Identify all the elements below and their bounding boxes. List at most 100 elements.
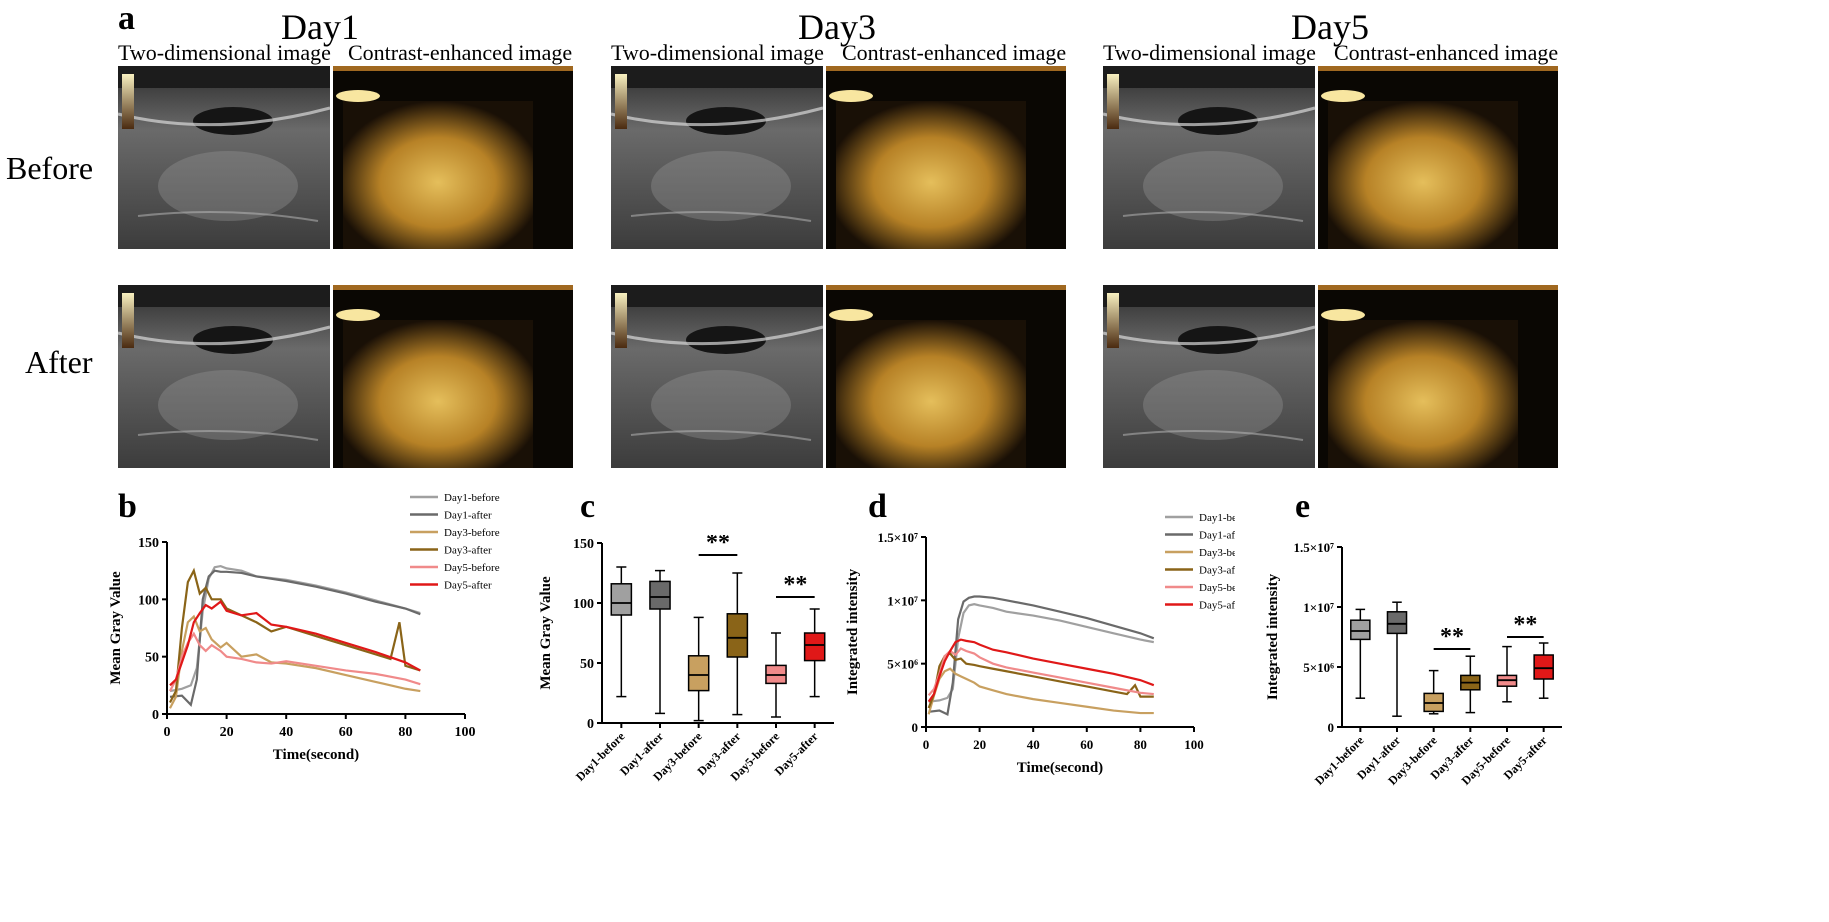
y-tick-label: 0 — [1328, 720, 1335, 735]
y-tick-label: 1.5×10⁷ — [1293, 540, 1334, 555]
x-tick-label: 80 — [1134, 737, 1147, 752]
day3-ce-subtitle: Contrast-enhanced image — [842, 40, 1067, 65]
legend-label: Day1-before — [1199, 512, 1235, 524]
y-tick-label: 5×10⁶ — [1303, 660, 1334, 675]
box-day1-before — [1350, 619, 1371, 641]
panel-b-letter: b — [118, 488, 137, 525]
box-day5-after — [803, 632, 826, 662]
y-tick-label: 0 — [912, 720, 919, 735]
day3-before-2d-image — [610, 66, 824, 249]
panel-e-letter: e — [1295, 488, 1311, 525]
day5-title: Day5 — [1291, 7, 1369, 47]
x-tick-label: 40 — [279, 725, 293, 740]
panel-c-letter: c — [580, 488, 596, 525]
significance-label: ** — [1513, 612, 1537, 638]
box-day3-after — [726, 613, 749, 658]
legend-label: Day5-after — [1199, 600, 1235, 612]
panel-d-letter: d — [868, 488, 887, 525]
day3-after-2d-image — [610, 285, 824, 468]
x-tick-label: 100 — [455, 725, 476, 740]
day3-title: Day3 — [798, 7, 876, 47]
chart-b-mean-gray-line: 0 50 100 150 0 20 40 60 80 100 Time(second) Mean Gr… — [108, 492, 500, 763]
y-axis-label: Mean Gray Value — [108, 571, 124, 685]
x-axis-label: Time(second) — [1017, 760, 1103, 776]
row-label-after: After — [25, 344, 93, 380]
y-tick-label: 0 — [152, 708, 159, 723]
y-tick-label: 5×10⁶ — [887, 657, 918, 672]
box-day1-after — [1386, 611, 1408, 635]
x-tick-label: 100 — [1184, 737, 1204, 752]
y-tick-label: 100 — [573, 597, 594, 612]
x-tick-label: 20 — [973, 737, 986, 752]
y-axis-label: Integrated intensity — [845, 568, 861, 695]
series-line-day5-after — [169, 600, 421, 687]
y-tick-label: 1×10⁷ — [1303, 600, 1334, 615]
day1-after-2d-image — [117, 285, 331, 468]
y-tick-label: 0 — [587, 717, 594, 732]
box-day1-after — [649, 580, 671, 610]
x-tick-label: Day1-before — [573, 729, 628, 784]
panel-a-letter: a — [118, 0, 135, 37]
legend-label: Day1-after — [1199, 530, 1235, 542]
x-tick-label: Day1-before — [1312, 733, 1367, 788]
legend-label: Day5-before — [1199, 582, 1235, 594]
day3-before-contrast-image — [826, 66, 1066, 249]
significance-label: ** — [1440, 624, 1464, 650]
y-axis-label: Mean Gray Value — [538, 576, 554, 690]
x-tick-label: 60 — [339, 725, 353, 740]
legend-label: Day3-after — [1199, 565, 1235, 577]
day1-before-contrast-image — [333, 66, 573, 249]
day5-before-contrast-image — [1318, 66, 1558, 249]
significance-label: ** — [706, 535, 730, 556]
x-tick-label: 60 — [1080, 737, 1093, 752]
series-line-day1-after — [169, 569, 421, 708]
y-tick-label: 150 — [138, 536, 159, 551]
y-tick-label: 50 — [145, 651, 159, 666]
day5-2d-subtitle: Two-dimensional image — [1103, 40, 1316, 65]
day3-2d-subtitle: Two-dimensional image — [611, 40, 824, 65]
series-line-day5-before — [927, 647, 1154, 697]
series-line-day3-before — [169, 614, 421, 709]
series-line-day5-after — [927, 638, 1155, 703]
ultrasound-image-grid — [117, 66, 1558, 468]
x-tick-label: 40 — [1027, 737, 1040, 752]
day5-ce-subtitle: Contrast-enhanced image — [1334, 40, 1559, 65]
y-tick-label: 1.5×10⁷ — [877, 530, 918, 545]
chart-e-intensity-box: 0 5×10⁶ 1×10⁷ 1.5×10⁷ Integrated intensity Da… — [1265, 540, 1562, 788]
legend-label: Day5-before — [444, 562, 500, 574]
row-label-before: Before — [6, 150, 94, 186]
x-axis-label: Time(second) — [273, 747, 359, 763]
box-day5-after — [1533, 654, 1554, 680]
box-day3-before — [687, 655, 710, 692]
y-tick-label: 50 — [580, 657, 594, 672]
legend-label: Day1-after — [444, 510, 492, 522]
day5-after-contrast-image — [1318, 285, 1558, 468]
series-line-day1-after — [928, 595, 1155, 716]
legend-label: Day5-after — [444, 580, 492, 592]
series-line-day3-before — [927, 667, 1154, 715]
day5-after-2d-image — [1102, 285, 1316, 468]
y-tick-label: 150 — [573, 537, 594, 552]
series-line-day1-before — [928, 603, 1155, 703]
x-tick-label: Day5-after — [772, 729, 821, 778]
x-tick-label: 80 — [398, 725, 412, 740]
x-tick-label: 20 — [220, 725, 234, 740]
y-tick-label: 1×10⁷ — [887, 593, 918, 608]
day5-before-2d-image — [1102, 66, 1316, 249]
x-tick-label: 0 — [923, 737, 930, 752]
day1-title: Day1 — [281, 7, 359, 47]
day1-2d-subtitle: Two-dimensional image — [118, 40, 331, 65]
y-tick-label: 100 — [138, 593, 159, 608]
x-tick-label: 0 — [164, 725, 171, 740]
legend-label: Day1-before — [444, 492, 500, 504]
box-day1-before — [610, 583, 633, 616]
day3-after-contrast-image — [826, 285, 1066, 468]
series-line-day1-before — [169, 564, 421, 693]
y-axis-label: Integrated intensity — [1265, 573, 1281, 700]
significance-label: ** — [783, 572, 807, 598]
day1-after-contrast-image — [333, 285, 573, 468]
day1-before-2d-image — [117, 66, 331, 249]
chart-d-intensity-line: 0 5×10⁶ 1×10⁷ 1.5×10⁷ 0 20 40 60 80 100 Time(secon… — [845, 512, 1235, 776]
legend-label: Day3-after — [444, 545, 492, 557]
